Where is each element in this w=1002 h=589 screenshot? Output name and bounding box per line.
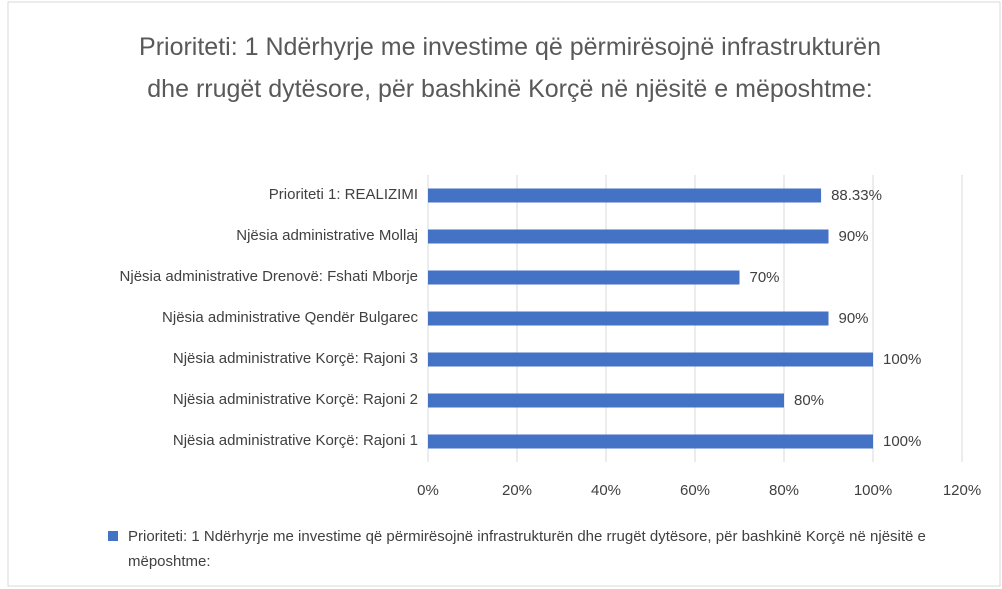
bar <box>428 311 829 326</box>
x-tick-label: 20% <box>501 482 533 499</box>
x-tick-label: 0% <box>417 482 439 499</box>
bar <box>428 434 873 449</box>
data-label: 88.33% <box>831 186 882 204</box>
x-tick-label: 100% <box>853 482 893 499</box>
x-tick-label: 60% <box>679 482 711 499</box>
data-label: 70% <box>749 268 780 286</box>
legend-swatch <box>108 531 118 541</box>
data-label: 90% <box>838 227 869 245</box>
y-tick-label: Njësia administrative Mollaj <box>236 226 418 244</box>
bar <box>428 352 873 367</box>
x-tick-label: 40% <box>590 482 622 499</box>
y-tick-label: Njësia administrative Korçë: Rajoni 3 <box>172 349 418 367</box>
bar <box>428 393 784 408</box>
data-label: 90% <box>838 309 869 327</box>
chart-frame <box>7 1 1001 587</box>
data-label: 100% <box>883 350 922 368</box>
chart-title: Prioriteti: 1 Ndërhyrje me investime që … <box>139 33 881 103</box>
legend-label: Prioriteti: 1 Ndërhyrje me investime që … <box>128 528 926 570</box>
data-label: 80% <box>794 391 825 409</box>
x-tick-label: 120% <box>942 482 982 499</box>
y-tick-label: Prioriteti 1: REALIZIMI <box>268 185 418 203</box>
x-tick-label: 80% <box>768 482 800 499</box>
y-tick-label: Njësia administrative Qendër Bulgarec <box>162 308 418 326</box>
y-tick-label: Njësia administrative Korçë: Rajoni 1 <box>172 431 418 449</box>
bar <box>428 188 822 203</box>
bar <box>428 229 829 244</box>
bar <box>428 270 740 285</box>
y-tick-label: Njësia administrative Korçë: Rajoni 2 <box>172 390 418 408</box>
y-tick-label: Njësia administrative Drenovë: Fshati Mb… <box>119 267 418 285</box>
data-label: 100% <box>883 432 922 450</box>
